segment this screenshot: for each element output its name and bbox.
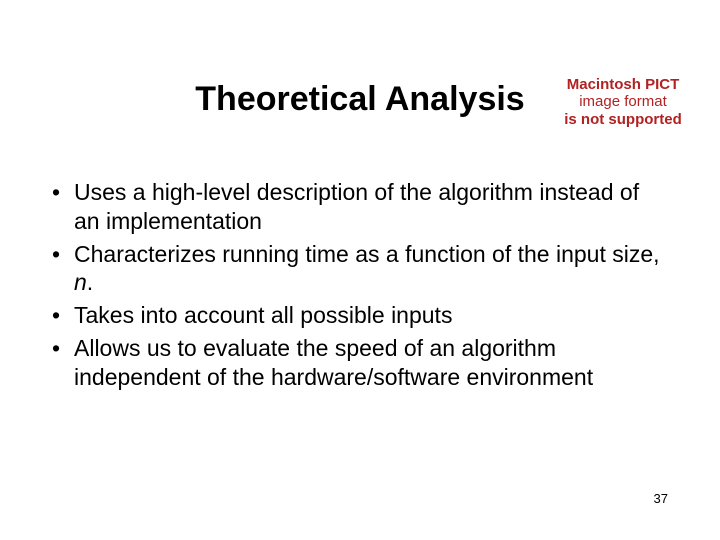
bullet-dot-icon: • bbox=[48, 240, 74, 269]
list-item: • Characterizes running time as a functi… bbox=[48, 240, 668, 298]
page-number: 37 bbox=[654, 491, 668, 506]
error-line-3: is not supported bbox=[562, 111, 684, 128]
bullet-dot-icon: • bbox=[48, 178, 74, 207]
list-item: • Allows us to evaluate the speed of an … bbox=[48, 334, 668, 392]
bullet-text: Characterizes running time as a function… bbox=[74, 240, 668, 298]
list-item: • Uses a high-level description of the a… bbox=[48, 178, 668, 236]
error-line-1: Macintosh PICT bbox=[562, 76, 684, 93]
bullet-list: • Uses a high-level description of the a… bbox=[48, 178, 668, 395]
error-line-2: image format bbox=[562, 93, 684, 110]
bullet-dot-icon: • bbox=[48, 301, 74, 330]
bullet-text-part: Characterizes running time as a function… bbox=[74, 241, 660, 267]
bullet-text: Uses a high-level description of the alg… bbox=[74, 178, 668, 236]
bullet-dot-icon: • bbox=[48, 334, 74, 363]
list-item: • Takes into account all possible inputs bbox=[48, 301, 668, 330]
bullet-text: Allows us to evaluate the speed of an al… bbox=[74, 334, 668, 392]
image-error-badge: Macintosh PICT image format is not suppo… bbox=[562, 76, 684, 128]
bullet-text: Takes into account all possible inputs bbox=[74, 301, 668, 330]
input-size-variable: n bbox=[74, 269, 87, 295]
